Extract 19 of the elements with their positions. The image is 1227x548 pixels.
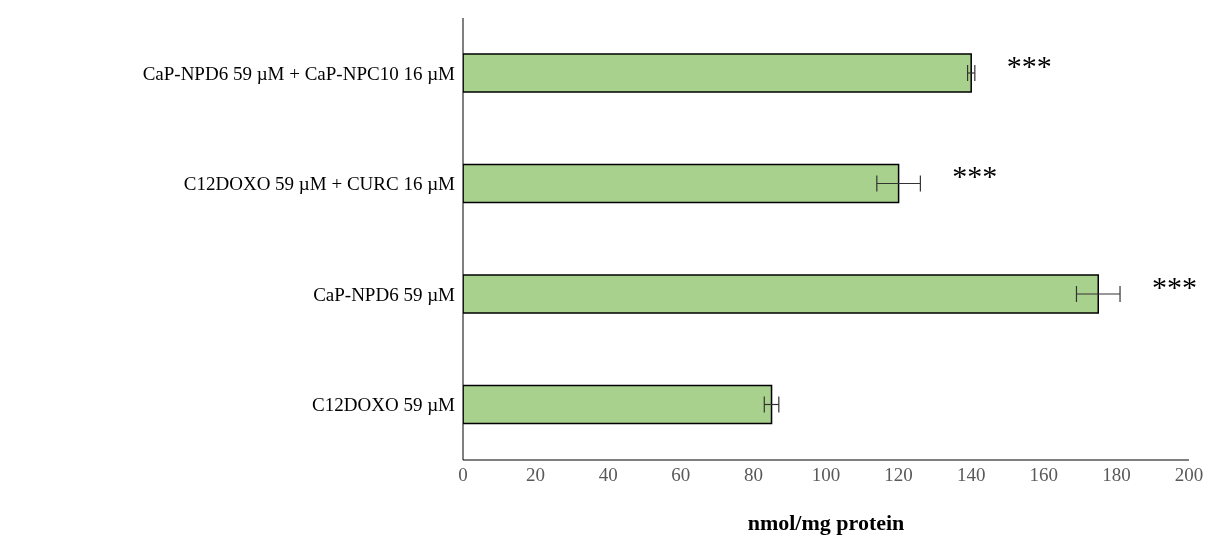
x-tick-label: 80 xyxy=(743,464,763,486)
x-tick-label: 200 xyxy=(1174,464,1204,486)
x-tick-label: 100 xyxy=(811,464,841,486)
y-tick-label: C12DOXO 59 µM + CURC 16 µM xyxy=(183,173,456,195)
x-tick-label: 140 xyxy=(956,464,986,486)
y-tick-label: CaP-NPD6 59 µM xyxy=(313,283,456,305)
x-tick-label: 160 xyxy=(1029,464,1059,486)
x-tick-label: 40 xyxy=(598,464,618,486)
annotation: *** xyxy=(1006,48,1052,82)
annotation: *** xyxy=(1151,269,1197,303)
annotation: *** xyxy=(952,159,998,193)
x-tick-label: 0 xyxy=(458,464,468,486)
x-tick-label: 180 xyxy=(1102,464,1131,486)
x-tick-label: 20 xyxy=(526,464,546,486)
x-tick-label: 60 xyxy=(671,464,691,486)
x-tick-label: 120 xyxy=(884,464,913,486)
y-tick-label: C12DOXO 59 µM xyxy=(312,394,456,416)
y-tick-label: CaP-NPD6 59 µM + CaP-NPC10 16 µM xyxy=(142,63,456,84)
x-axis-title: nmol/mg protein xyxy=(747,510,905,535)
